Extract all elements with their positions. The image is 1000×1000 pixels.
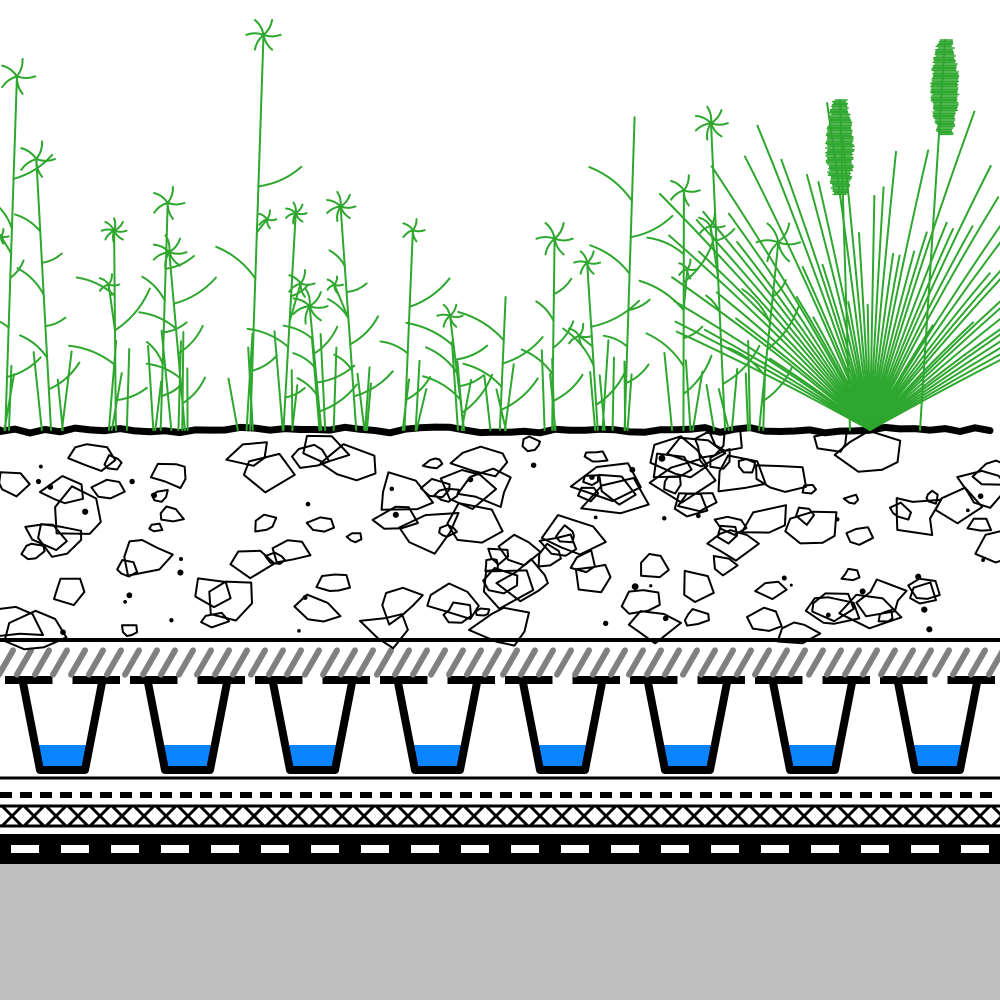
roof-deck-layer bbox=[0, 864, 1000, 1000]
substrate-layer bbox=[0, 431, 1000, 649]
ornamental-grass bbox=[660, 40, 1000, 430]
filter-fabric-layer bbox=[0, 650, 1000, 674]
soil-surface-line bbox=[0, 427, 990, 433]
green-roof-cross-section bbox=[0, 0, 1000, 1000]
root-barrier-layer bbox=[0, 834, 1000, 864]
protection-mat-layer bbox=[0, 806, 1000, 826]
vegetation-layer bbox=[0, 20, 1000, 430]
drainage-layer bbox=[0, 680, 1000, 778]
